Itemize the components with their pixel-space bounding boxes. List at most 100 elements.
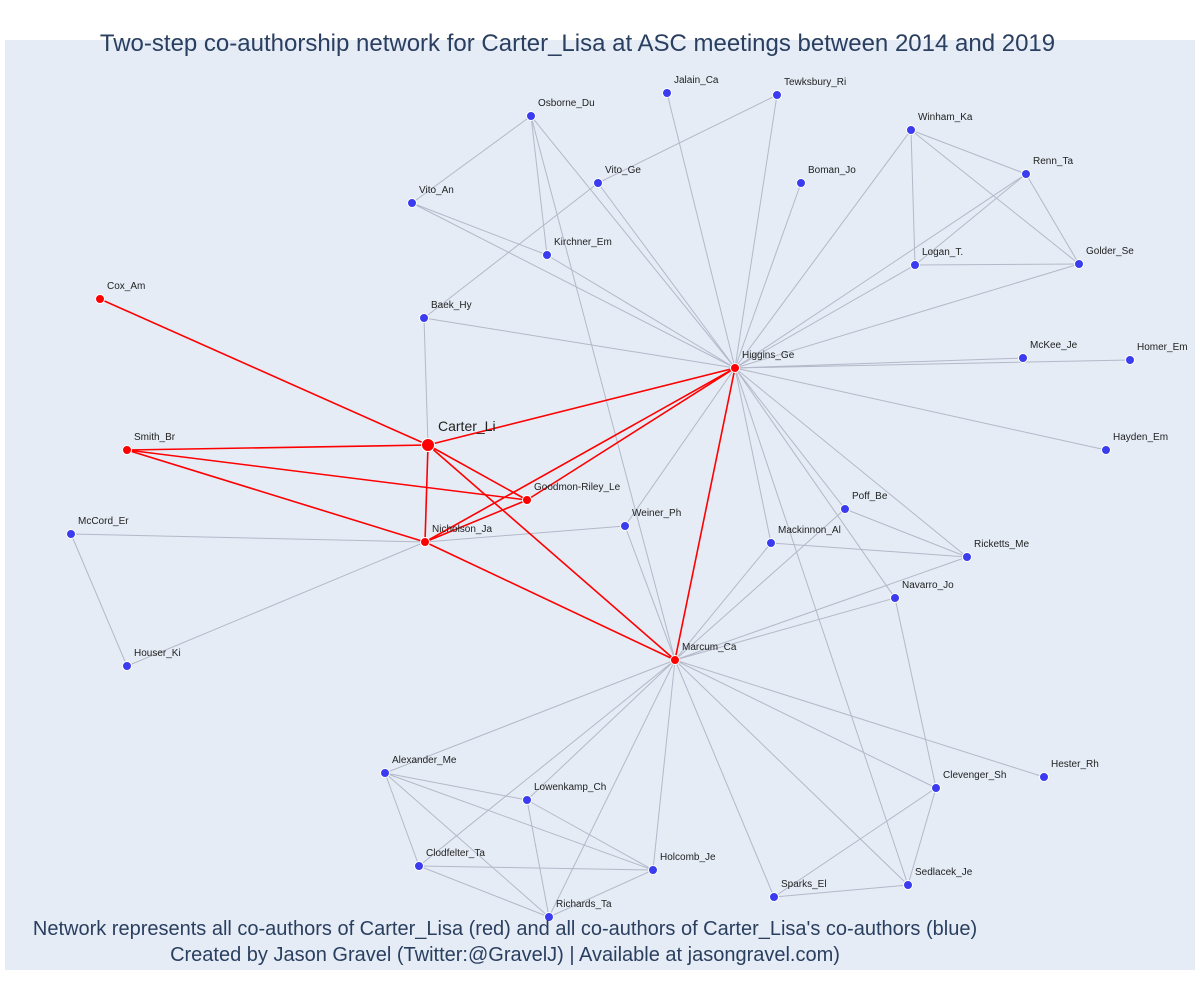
edge-winham-ka-renn-ta bbox=[910, 129, 1027, 175]
edge-mackinnon-al-marcum-ca bbox=[674, 542, 772, 661]
node-smith-br[interactable] bbox=[122, 445, 132, 455]
node-label-cox-am: Cox_Am bbox=[107, 281, 145, 292]
node-hester-rh[interactable] bbox=[1039, 772, 1049, 782]
node-label-winham-ka: Winham_Ka bbox=[918, 112, 973, 123]
node-hayden-em[interactable] bbox=[1101, 445, 1111, 455]
node-label-homer-em: Homer_Em bbox=[1137, 342, 1188, 353]
first-step-edges bbox=[99, 298, 736, 661]
edge-poff-be-marcum-ca bbox=[674, 508, 846, 661]
edge-marcum-ca-richards-ta bbox=[548, 659, 676, 918]
node-label-houser-ki: Houser_Ki bbox=[134, 648, 181, 659]
node-kirchner-em[interactable] bbox=[542, 250, 552, 260]
edge-winham-ka-logan-t bbox=[910, 129, 916, 266]
node-label-boman-jo: Boman_Jo bbox=[808, 165, 856, 176]
node-label-nicholson-ja: Nicholson_Ja bbox=[432, 524, 492, 535]
node-goodmon-riley-le[interactable] bbox=[522, 495, 532, 505]
node-vito-ge[interactable] bbox=[593, 178, 603, 188]
edge-marcum-ca-alexander-me bbox=[384, 659, 676, 774]
node-renn-ta[interactable] bbox=[1021, 169, 1031, 179]
edge-marcum-ca-sparks-el bbox=[674, 659, 775, 898]
node-label-holcomb-je: Holcomb_Je bbox=[660, 852, 716, 863]
node-sparks-el[interactable] bbox=[769, 892, 779, 902]
node-baek-hy[interactable] bbox=[419, 313, 429, 323]
node-label-vito-ge: Vito_Ge bbox=[605, 165, 641, 176]
node-mccord-er[interactable] bbox=[66, 529, 76, 539]
edge-renn-ta-logan-t bbox=[914, 173, 1027, 266]
edge-clodfelter-ta-richards-ta bbox=[418, 865, 550, 918]
node-poff-be[interactable] bbox=[840, 504, 850, 514]
caption-line-1: Network represents all co-authors of Car… bbox=[32, 918, 978, 940]
edge-winham-ka-golder-se bbox=[910, 129, 1080, 265]
node-holcomb-je[interactable] bbox=[648, 865, 658, 875]
node-label-vito-an: Vito_An bbox=[419, 185, 454, 196]
node-weiner-ph[interactable] bbox=[620, 521, 630, 531]
edge-nicholson-ja-marcum-ca bbox=[424, 541, 676, 661]
edge-tewksbury-ri-higgins-ge bbox=[734, 94, 778, 369]
caption-line-2: Created by Jason Gravel (Twitter:@Gravel… bbox=[170, 944, 840, 966]
node-golder-se[interactable] bbox=[1074, 259, 1084, 269]
node-navarro-jo[interactable] bbox=[890, 593, 900, 603]
node-ricketts-me[interactable] bbox=[962, 552, 972, 562]
edge-lowenkamp-ch-holcomb-je bbox=[526, 799, 654, 871]
edge-osborne-du-vito-an bbox=[411, 115, 532, 204]
edge-mckee-je-higgins-ge bbox=[734, 357, 1024, 369]
edge-mccord-er-houser-ki bbox=[70, 533, 128, 667]
edge-weiner-ph-higgins-ge bbox=[624, 367, 736, 527]
edge-vito-ge-higgins-ge bbox=[597, 182, 736, 369]
node-label-tewksbury-ri: Tewksbury_Ri bbox=[784, 77, 846, 88]
node-tewksbury-ri[interactable] bbox=[772, 90, 782, 100]
edge-hayden-em-higgins-ge bbox=[734, 367, 1107, 451]
node-boman-jo[interactable] bbox=[796, 178, 806, 188]
node-carter-li[interactable] bbox=[421, 438, 435, 452]
node-houser-ki[interactable] bbox=[122, 661, 132, 671]
edge-clevenger-sh-sedlacek-je bbox=[907, 787, 937, 886]
node-label-clevenger-sh: Clevenger_Sh bbox=[943, 770, 1006, 781]
edge-navarro-jo-clevenger-sh bbox=[894, 597, 937, 789]
edge-carter-li-nicholson-ja bbox=[424, 444, 429, 543]
node-homer-em[interactable] bbox=[1125, 355, 1135, 365]
node-jalain-ca[interactable] bbox=[662, 88, 672, 98]
edge-carter-li-marcum-ca bbox=[427, 444, 676, 661]
node-label-poff-be: Poff_Be bbox=[852, 491, 888, 502]
node-label-carter-li: Carter_Li bbox=[438, 418, 496, 434]
node-mackinnon-al[interactable] bbox=[766, 538, 776, 548]
node-marcum-ca[interactable] bbox=[670, 655, 680, 665]
edge-poff-be-higgins-ge bbox=[734, 367, 846, 510]
node-label-osborne-du: Osborne_Du bbox=[538, 98, 595, 109]
node-winham-ka[interactable] bbox=[906, 125, 916, 135]
edge-boman-jo-higgins-ge bbox=[734, 182, 802, 369]
node-richards-ta[interactable] bbox=[544, 912, 554, 922]
edge-logan-t-golder-se bbox=[914, 263, 1080, 266]
node-label-higgins-ge: Higgins_Ge bbox=[742, 350, 795, 361]
edge-carter-li-cox-am bbox=[99, 298, 429, 446]
node-label-kirchner-em: Kirchner_Em bbox=[554, 237, 612, 248]
node-osborne-du[interactable] bbox=[526, 111, 536, 121]
node-label-hayden-em: Hayden_Em bbox=[1113, 432, 1168, 443]
network-nodes bbox=[66, 88, 1135, 922]
node-vito-an[interactable] bbox=[407, 198, 417, 208]
edge-mackinnon-al-higgins-ge bbox=[734, 367, 772, 544]
edge-higgins-ge-sedlacek-je bbox=[734, 367, 909, 886]
edge-ricketts-me-marcum-ca bbox=[674, 556, 968, 661]
node-lowenkamp-ch[interactable] bbox=[522, 795, 532, 805]
node-clodfelter-ta[interactable] bbox=[414, 861, 424, 871]
node-sedlacek-je[interactable] bbox=[903, 880, 913, 890]
edge-weiner-ph-marcum-ca bbox=[624, 525, 676, 661]
node-label-mackinnon-al: Mackinnon_Al bbox=[778, 525, 841, 536]
edge-carter-li-baek-hy bbox=[423, 317, 429, 446]
edge-smith-br-goodmon-riley-le bbox=[126, 449, 528, 501]
node-logan-t[interactable] bbox=[910, 260, 920, 270]
node-mckee-je[interactable] bbox=[1018, 353, 1028, 363]
node-cox-am[interactable] bbox=[95, 294, 105, 304]
node-higgins-ge[interactable] bbox=[730, 363, 740, 373]
second-step-edges bbox=[70, 92, 1131, 918]
edge-poff-be-ricketts-me bbox=[844, 508, 968, 558]
edge-winham-ka-higgins-ge bbox=[734, 129, 912, 369]
node-clevenger-sh[interactable] bbox=[931, 783, 941, 793]
edge-vito-ge-tewksbury-ri bbox=[597, 94, 778, 184]
edge-higgins-ge-marcum-ca bbox=[674, 367, 736, 661]
node-nicholson-ja[interactable] bbox=[420, 537, 430, 547]
node-alexander-me[interactable] bbox=[380, 768, 390, 778]
edge-sparks-el-clevenger-sh bbox=[773, 787, 937, 898]
edge-navarro-jo-marcum-ca bbox=[674, 597, 896, 661]
